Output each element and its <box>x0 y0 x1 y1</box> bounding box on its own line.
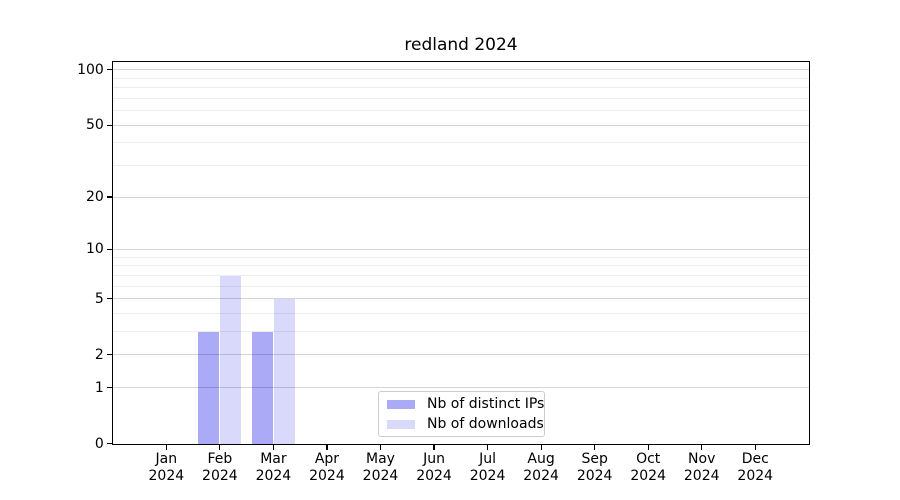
legend-swatch-downloads <box>387 419 415 429</box>
x-tick-mark <box>326 444 328 451</box>
x-tick-mark <box>165 444 167 451</box>
x-tick-label-jun: Jun 2024 <box>394 451 474 485</box>
minor-gridline <box>112 330 810 332</box>
bar-downloads-mar <box>273 299 295 445</box>
bar-distinct-ips-feb <box>198 331 220 445</box>
x-tick-year: 2024 <box>469 468 506 485</box>
x-tick-year: 2024 <box>523 468 559 485</box>
minor-gridline <box>112 256 810 258</box>
minor-gridline <box>112 285 810 287</box>
major-gridline <box>112 354 810 356</box>
minor-gridline <box>112 77 810 79</box>
x-tick-label-jan: Jan 2024 <box>126 451 206 485</box>
x-tick-year: 2024 <box>202 468 238 485</box>
x-tick-year: 2024 <box>576 468 613 485</box>
y-tick-mark <box>106 443 113 445</box>
minor-gridline <box>112 165 810 166</box>
x-tick-label-apr: Apr 2024 <box>287 451 367 485</box>
minor-gridline <box>112 87 810 89</box>
x-tick-month: Feb <box>207 451 233 468</box>
x-tick-label-may: May 2024 <box>340 451 420 485</box>
legend-label-distinct-ips: Nb of distinct IPs <box>427 395 545 412</box>
x-tick-mark <box>486 444 489 451</box>
minor-gridline <box>112 274 810 276</box>
y-tick-mark <box>106 196 113 198</box>
minor-gridline <box>112 265 810 267</box>
x-tick-year: 2024 <box>309 468 345 485</box>
x-tick-label-sep: Sep 2024 <box>555 451 635 485</box>
x-tick-year: 2024 <box>416 468 452 485</box>
legend-label-downloads: Nb of downloads <box>427 415 544 432</box>
x-tick-mark <box>379 444 382 451</box>
x-tick-mark <box>540 444 542 451</box>
x-tick-label-oct: Oct 2024 <box>608 451 688 485</box>
x-tick-year: 2024 <box>362 468 399 485</box>
x-tick-month: May <box>366 451 395 468</box>
y-tick-label: 50 <box>85 117 104 134</box>
chart-title: redland 2024 <box>404 35 518 55</box>
y-tick-mark <box>106 248 113 251</box>
x-tick-mark <box>754 444 756 451</box>
x-tick-label-dec: Dec 2024 <box>715 451 795 485</box>
legend-item-downloads: Nb of downloads <box>387 416 544 433</box>
x-tick-month: Aug <box>527 451 555 468</box>
major-gridline <box>112 298 810 300</box>
y-tick-label: 1 <box>94 379 104 396</box>
x-tick-month: Oct <box>636 451 661 468</box>
legend: Nb of distinct IPs Nb of downloads <box>378 391 545 437</box>
x-tick-year: 2024 <box>255 468 292 485</box>
bar-distinct-ips-mar <box>251 331 273 445</box>
x-tick-label-mar: Mar 2024 <box>233 451 313 485</box>
bar-downloads-feb <box>220 275 242 445</box>
minor-gridline <box>112 110 810 112</box>
major-gridline <box>112 387 810 389</box>
x-tick-label-nov: Nov 2024 <box>662 451 742 485</box>
x-tick-month: Apr <box>314 451 340 468</box>
minor-gridline <box>112 97 810 99</box>
y-tick-mark <box>106 354 113 356</box>
y-tick-mark <box>106 297 113 300</box>
x-tick-month: Nov <box>688 451 716 468</box>
y-tick-mark <box>106 69 113 71</box>
x-tick-mark <box>272 444 274 451</box>
plot-area: 0 1 2 5 10 20 50 100 Jan 2024 Feb 2024 Mar 2024 Apr 202… <box>77 60 811 484</box>
x-tick-mark <box>701 444 703 451</box>
minor-gridline <box>112 312 810 314</box>
y-tick-label: 0 <box>94 435 104 452</box>
x-tick-year: 2024 <box>737 468 774 485</box>
y-tick-label: 20 <box>85 189 104 206</box>
y-tick-label: 10 <box>85 241 104 258</box>
x-tick-month: Jul <box>479 451 497 468</box>
x-tick-label-aug: Aug 2024 <box>501 451 581 485</box>
y-tick-mark <box>106 124 113 126</box>
x-tick-month: Sep <box>581 451 608 468</box>
x-tick-year: 2024 <box>148 468 185 485</box>
x-tick-month: Jan <box>155 451 178 468</box>
x-tick-month: Dec <box>741 451 769 468</box>
y-tick-mark <box>106 387 113 389</box>
major-gridline <box>112 124 810 126</box>
x-tick-month: Mar <box>260 451 287 468</box>
x-tick-year: 2024 <box>630 468 666 485</box>
x-tick-label-feb: Feb 2024 <box>180 451 260 485</box>
legend-swatch-distinct-ips <box>387 399 415 409</box>
y-tick-label: 5 <box>94 290 104 307</box>
x-tick-month: Jun <box>423 451 445 468</box>
minor-gridline <box>112 142 810 144</box>
major-gridline <box>112 248 810 250</box>
x-tick-mark <box>219 444 221 451</box>
y-tick-label: 2 <box>94 346 104 363</box>
x-tick-year: 2024 <box>683 468 720 485</box>
major-gridline <box>112 69 810 71</box>
x-tick-mark <box>433 444 435 451</box>
x-tick-label-jul: Jul 2024 <box>448 451 528 485</box>
legend-item-distinct-ips: Nb of distinct IPs <box>387 396 544 413</box>
x-tick-mark <box>647 444 649 451</box>
y-tick-label: 100 <box>77 61 104 78</box>
x-tick-mark <box>594 444 596 451</box>
major-gridline <box>112 196 810 198</box>
